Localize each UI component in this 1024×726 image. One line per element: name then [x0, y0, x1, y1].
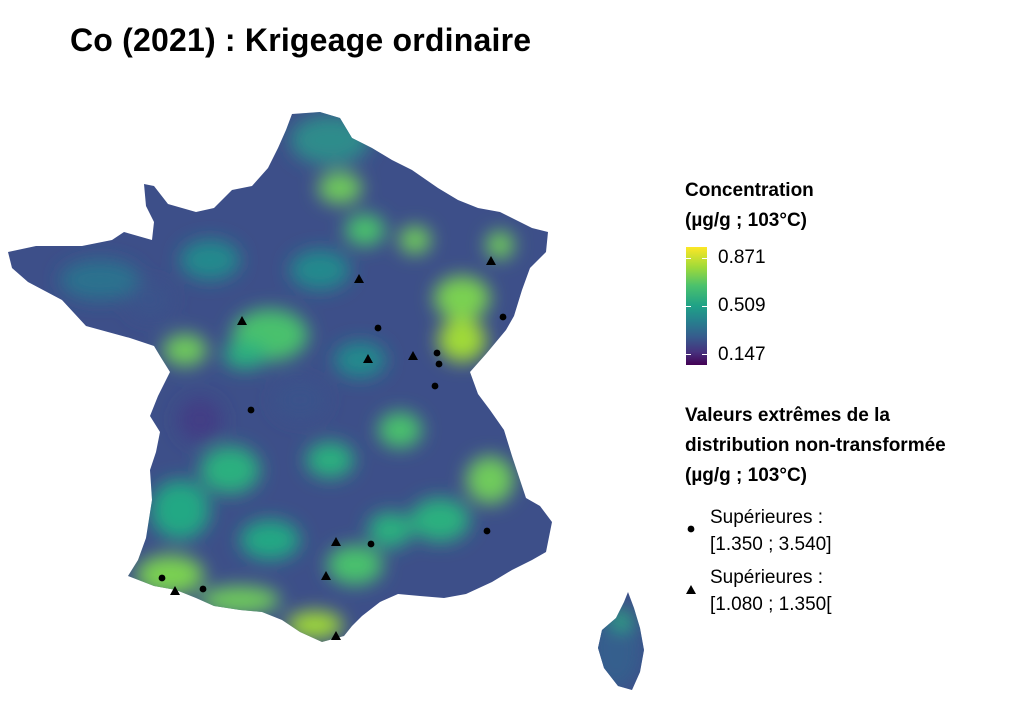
concentration-legend-title: Concentration (µg/g ; 103°C) [685, 176, 814, 236]
triangle-marker [363, 354, 373, 363]
triangle-legend-line2: [1.080 ; 1.350[ [710, 594, 832, 615]
concentration-title-line1: Concentration [685, 180, 814, 201]
triangle-marker [331, 631, 341, 640]
triangle-legend-icon [686, 585, 696, 594]
circle-legend-line2: [1.350 ; 3.540] [710, 534, 832, 555]
circle-legend-label: Supérieures : [1.350 ; 3.540] [710, 504, 832, 558]
circle-marker [374, 324, 382, 332]
colorbar-tick [686, 306, 691, 307]
colorbar-tick [702, 258, 707, 259]
colorbar-tick [702, 354, 707, 355]
triangle-marker [331, 537, 341, 546]
circle-marker [433, 349, 441, 357]
extremes-title-line3: (µg/g ; 103°C) [685, 465, 807, 486]
circle-marker [435, 360, 443, 368]
colorbar-tick [686, 354, 691, 355]
circle-marker [431, 382, 439, 390]
triangle-marker [321, 571, 331, 580]
colorbar-label-min: 0.147 [718, 344, 766, 365]
extremes-title-line2: distribution non-transformée [685, 435, 946, 456]
colorbar-label-max: 0.871 [718, 247, 766, 268]
circle-legend-line1: Supérieures : [710, 507, 824, 528]
circle-marker [483, 527, 491, 535]
triangle-marker [354, 274, 364, 283]
triangle-marker [408, 351, 418, 360]
circle-marker [367, 540, 375, 548]
extremes-title-line1: Valeurs extrêmes de la [685, 405, 890, 426]
circle-marker [199, 585, 207, 593]
triangle-legend-label: Supérieures : [1.080 ; 1.350[ [710, 564, 832, 618]
colorbar-tick [686, 258, 691, 259]
map-title: Co (2021) : Krigeage ordinaire [70, 22, 532, 58]
circle-marker [247, 406, 255, 414]
concentration-title-line2: (µg/g ; 103°C) [685, 210, 807, 231]
triangle-marker [170, 586, 180, 595]
triangle-marker [486, 256, 496, 265]
circle-marker [499, 313, 507, 321]
extremes-legend-title: Valeurs extrêmes de la distribution non-… [685, 401, 946, 491]
colorbar-tick [702, 306, 707, 307]
colorbar-label-mid: 0.509 [718, 295, 766, 316]
color-scale-bar [686, 247, 707, 365]
circle-legend-icon [687, 525, 695, 533]
triangle-legend-line1: Supérieures : [710, 567, 824, 588]
circle-marker [158, 574, 166, 582]
triangle-marker [237, 316, 247, 325]
